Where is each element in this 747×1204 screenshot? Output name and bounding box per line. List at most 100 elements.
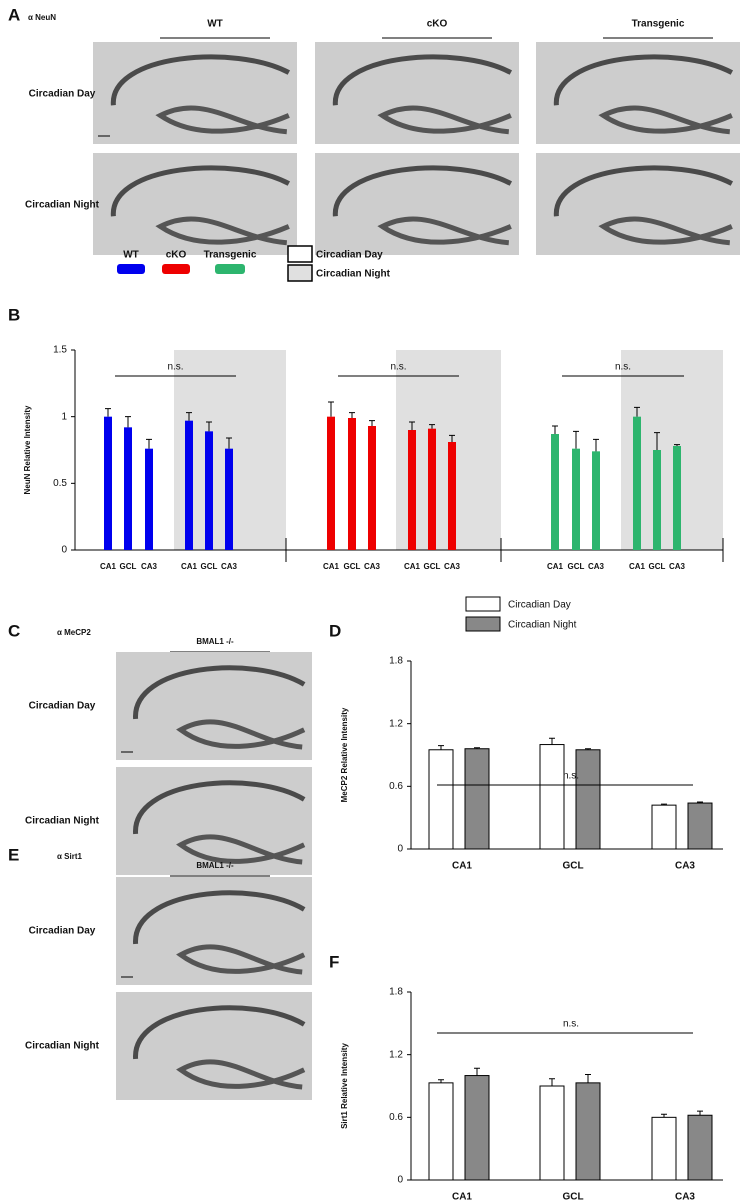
x-tick-label: GCL [120, 562, 137, 571]
legend-swatch [162, 264, 190, 274]
y-tick-label: 0 [61, 545, 67, 556]
error-bar [585, 748, 591, 750]
micrograph-detail [176, 1059, 306, 1090]
micrograph-detail [133, 665, 306, 720]
significance-label: n.s. [563, 771, 579, 782]
error-bar [661, 803, 667, 806]
panel-letter: B [8, 305, 20, 324]
legend-label: Circadian Night [316, 269, 391, 280]
x-tick-label: CA3 [675, 1192, 695, 1203]
error-bar [186, 412, 192, 421]
micrograph-detail [155, 105, 290, 135]
y-tick-label: 0.5 [53, 478, 67, 489]
y-tick-label: 0.6 [389, 1112, 403, 1123]
significance-label: n.s. [390, 362, 406, 373]
bar [539, 744, 565, 850]
legend-swatch [117, 264, 145, 274]
x-tick-label: GCL [424, 562, 441, 571]
legend-label: WT [123, 250, 139, 261]
error-bar [438, 1079, 444, 1083]
bar [428, 1082, 454, 1181]
stain-label: α MeCP2 [57, 628, 91, 637]
error-bar [661, 1113, 667, 1118]
x-tick-label: CA1 [629, 562, 646, 571]
y-tick-label: 1.5 [53, 345, 67, 356]
x-tick-label: GCL [562, 1192, 583, 1203]
micrograph-detail [133, 890, 306, 945]
error-bar [429, 424, 435, 429]
y-tick-label: 0 [397, 844, 403, 855]
x-tick-label: CA3 [588, 562, 605, 571]
bar [539, 1085, 565, 1181]
y-axis-label: Sirt1 Relative Intensity [340, 1043, 349, 1129]
y-tick-label: 0.6 [389, 781, 403, 792]
row-label: Circadian Night [25, 816, 100, 827]
error-bar [125, 416, 131, 428]
bar [428, 428, 436, 550]
y-tick-label: 1.2 [389, 718, 403, 729]
error-bar [552, 425, 558, 434]
legend-box [287, 245, 313, 263]
x-tick-label: CA3 [221, 562, 238, 571]
column-label: WT [207, 19, 223, 30]
bar [633, 416, 641, 550]
micrograph-detail [332, 54, 513, 106]
error-bar [593, 438, 599, 452]
legend-label: Transgenic [204, 250, 257, 261]
bar [687, 802, 713, 850]
x-tick-label: GCL [344, 562, 361, 571]
micrograph-detail [155, 216, 290, 246]
legend-label: Circadian Night [508, 620, 577, 631]
micrograph-detail [176, 719, 306, 750]
error-bar [206, 421, 212, 432]
error-bar [549, 737, 555, 745]
bar [651, 1116, 677, 1181]
bar [205, 431, 213, 550]
row-label: Circadian Night [25, 200, 100, 211]
error-bar [674, 444, 680, 446]
bar [448, 442, 456, 550]
legend-label: Circadian Day [316, 250, 383, 261]
x-tick-label: CA1 [452, 861, 472, 872]
error-bar [146, 438, 152, 449]
genotype-label: BMAL1 -/- [196, 861, 234, 870]
error-bar [409, 421, 415, 430]
bar [428, 749, 454, 850]
x-tick-label: CA3 [141, 562, 158, 571]
row-label: Circadian Night [25, 1041, 100, 1052]
bar [185, 420, 193, 550]
micrograph-detail [332, 165, 513, 217]
micrograph-detail [377, 216, 512, 246]
error-bar [573, 430, 579, 449]
x-tick-label: CA1 [181, 562, 198, 571]
x-tick-label: CA3 [675, 861, 695, 872]
bar [592, 451, 600, 550]
stain-label: α NeuN [28, 13, 56, 22]
error-bar [438, 745, 444, 750]
bar [124, 427, 132, 550]
bar [551, 434, 559, 550]
bar [673, 446, 681, 550]
row-label: Circadian Day [29, 701, 96, 712]
x-tick-label: CA3 [364, 562, 381, 571]
bar [225, 448, 233, 550]
micrograph-detail [598, 216, 733, 246]
significance-label: n.s. [563, 1019, 579, 1030]
genotype-label: BMAL1 -/- [196, 637, 234, 646]
bar [575, 749, 601, 850]
panel-letter: F [329, 952, 339, 971]
bar [327, 416, 335, 550]
bar [572, 448, 580, 550]
legend-label: Circadian Day [508, 600, 571, 611]
panel-letter: C [8, 621, 20, 640]
bar [651, 804, 677, 850]
error-bar [585, 1074, 591, 1083]
error-bar [449, 434, 455, 442]
error-bar [549, 1078, 555, 1086]
micrograph-detail [110, 165, 291, 217]
micrograph-detail [133, 1005, 306, 1060]
panel-letter: A [8, 5, 20, 24]
bar [464, 1075, 490, 1181]
y-tick-label: 1.2 [389, 1049, 403, 1060]
x-tick-label: CA3 [444, 562, 461, 571]
